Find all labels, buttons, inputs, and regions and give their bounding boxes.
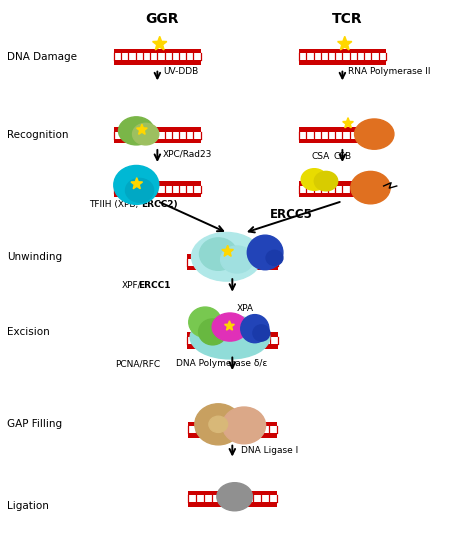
Ellipse shape (253, 325, 270, 341)
Bar (299, 61, 386, 65)
Bar (187, 333, 278, 349)
Bar (187, 333, 278, 337)
Ellipse shape (351, 171, 390, 204)
Ellipse shape (266, 250, 283, 265)
Bar (299, 49, 386, 65)
Ellipse shape (222, 407, 265, 444)
Text: XPC/Rad23: XPC/Rad23 (163, 149, 212, 158)
Text: DNA Polymerase δ/ε: DNA Polymerase δ/ε (176, 359, 267, 369)
Text: TCR: TCR (332, 12, 363, 26)
Bar (114, 127, 201, 143)
Bar (299, 181, 386, 197)
Ellipse shape (212, 313, 248, 341)
Bar (299, 193, 386, 197)
Bar (299, 127, 386, 132)
Bar (187, 254, 278, 270)
Ellipse shape (195, 404, 242, 445)
Ellipse shape (217, 483, 253, 511)
Ellipse shape (133, 123, 159, 145)
Bar (114, 181, 201, 197)
Text: Unwinding: Unwinding (8, 252, 63, 262)
Text: Recognition: Recognition (8, 130, 69, 140)
Bar (299, 127, 386, 143)
Bar (187, 344, 278, 349)
Text: PCNA/RFC: PCNA/RFC (115, 359, 160, 369)
Bar (114, 193, 201, 197)
Text: CSB: CSB (333, 152, 351, 161)
Bar (114, 181, 201, 186)
Polygon shape (343, 118, 354, 128)
Ellipse shape (247, 235, 283, 270)
Text: CSA: CSA (312, 152, 330, 161)
Ellipse shape (355, 119, 394, 149)
Polygon shape (153, 37, 167, 50)
Bar (188, 491, 277, 507)
Ellipse shape (114, 165, 159, 204)
Bar (299, 139, 386, 143)
Text: GGR: GGR (146, 12, 179, 26)
Bar (187, 266, 278, 270)
Text: ERCC5: ERCC5 (270, 208, 313, 221)
Ellipse shape (241, 314, 269, 343)
Bar (114, 139, 201, 143)
Bar (188, 422, 277, 438)
Text: DNA Ligase I: DNA Ligase I (241, 446, 298, 455)
Text: UV-DDB: UV-DDB (163, 67, 198, 76)
Text: RNA Polymerase II: RNA Polymerase II (348, 67, 430, 76)
Bar (188, 422, 277, 426)
Ellipse shape (209, 416, 228, 432)
Text: Excision: Excision (8, 328, 50, 337)
Bar (114, 61, 201, 65)
Bar (299, 49, 386, 54)
Text: TFIIH (XPB,: TFIIH (XPB, (90, 200, 142, 209)
Text: XPA: XPA (237, 304, 254, 313)
Text: XPF/: XPF/ (122, 281, 142, 290)
Ellipse shape (126, 179, 154, 202)
Polygon shape (131, 178, 143, 189)
Ellipse shape (191, 233, 262, 281)
Bar (188, 434, 277, 438)
Ellipse shape (199, 319, 227, 345)
Bar (299, 181, 386, 186)
Bar (188, 491, 277, 495)
Ellipse shape (189, 307, 221, 337)
Bar (114, 49, 201, 65)
Ellipse shape (301, 169, 328, 191)
Polygon shape (225, 321, 235, 330)
Ellipse shape (190, 316, 270, 359)
Polygon shape (222, 245, 233, 256)
Bar (187, 254, 278, 259)
Ellipse shape (314, 171, 337, 191)
Text: ERCC1: ERCC1 (137, 281, 170, 290)
Polygon shape (337, 37, 352, 50)
Ellipse shape (200, 238, 237, 270)
Bar (114, 49, 201, 54)
Text: Ligation: Ligation (8, 501, 49, 512)
Bar (114, 127, 201, 132)
Text: DNA Damage: DNA Damage (8, 52, 77, 62)
Text: GAP Filling: GAP Filling (8, 419, 63, 429)
Ellipse shape (220, 246, 254, 273)
Bar (188, 502, 277, 507)
Ellipse shape (118, 117, 154, 145)
Text: ERCC2): ERCC2) (141, 200, 178, 209)
Polygon shape (137, 124, 147, 134)
